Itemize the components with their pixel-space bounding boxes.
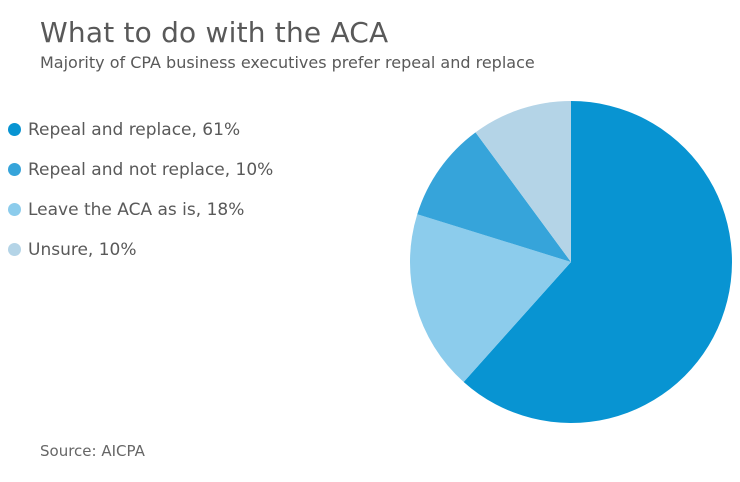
legend-marker-icon — [8, 243, 21, 256]
legend-item-label: Unsure, 10% — [28, 239, 137, 260]
pie-chart — [409, 101, 732, 423]
legend-item-label: Leave the ACA as is, 18% — [28, 199, 245, 220]
legend-marker-icon — [8, 123, 21, 136]
source-credit: Source: AICPA — [40, 442, 145, 460]
legend-item-label: Repeal and not replace, 10% — [28, 159, 274, 180]
legend-item[interactable]: Unsure, 10% — [8, 238, 273, 261]
pie-slice-unsure[interactable] — [475, 101, 571, 262]
chart-subtitle: Majority of CPA business executives pref… — [40, 53, 535, 72]
legend-item-label: Repeal and replace, 61% — [28, 119, 241, 140]
chart-title: What to do with the ACA — [40, 16, 389, 49]
chart-legend: Repeal and replace, 61% Repeal and not r… — [8, 118, 273, 261]
legend-marker-icon — [8, 163, 21, 176]
legend-marker-icon — [8, 203, 21, 216]
pie-slice-repeal-and-not-replace[interactable] — [417, 132, 571, 262]
legend-item[interactable]: Repeal and not replace, 10% — [8, 158, 273, 181]
legend-item[interactable]: Repeal and replace, 61% — [8, 118, 273, 141]
pie-svg — [409, 101, 732, 423]
pie-slice-repeal-and-replace[interactable] — [463, 101, 732, 423]
legend-item[interactable]: Leave the ACA as is, 18% — [8, 198, 273, 221]
pie-slice-leave-the-aca-as-is[interactable] — [409, 214, 571, 382]
